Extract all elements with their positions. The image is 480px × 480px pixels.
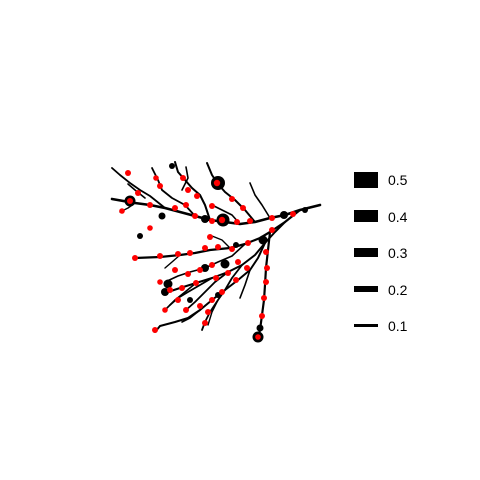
red-node xyxy=(180,175,186,181)
black-node xyxy=(169,163,175,169)
legend-swatch xyxy=(354,172,378,188)
red-node xyxy=(192,213,198,219)
legend-swatch xyxy=(354,286,378,292)
red-node xyxy=(135,190,141,196)
black-node xyxy=(280,211,288,219)
legend-label: 0.5 xyxy=(388,172,408,188)
legend-label: 0.1 xyxy=(388,318,408,334)
red-node xyxy=(197,303,203,309)
red-node xyxy=(205,309,211,315)
red-node xyxy=(209,203,215,209)
branch-upper-2 xyxy=(207,163,255,222)
red-node xyxy=(167,287,173,293)
red-node xyxy=(259,313,265,319)
legend-label: 0.4 xyxy=(388,209,408,225)
legend-label: 0.2 xyxy=(388,282,408,298)
red-node-group xyxy=(119,170,296,340)
black-node xyxy=(137,233,143,239)
red-node xyxy=(157,279,163,285)
legend-swatch xyxy=(354,248,378,257)
red-node xyxy=(197,267,203,273)
red-node xyxy=(213,275,219,281)
black-node xyxy=(187,297,193,303)
red-node xyxy=(157,253,163,259)
red-node xyxy=(183,307,189,313)
red-node xyxy=(147,225,153,231)
legend-swatch xyxy=(354,210,378,222)
red-node xyxy=(127,198,133,204)
legend: 0.5 0.4 0.3 0.2 0.1 xyxy=(354,172,408,334)
red-node xyxy=(125,170,131,176)
red-node xyxy=(255,334,261,340)
red-node xyxy=(162,307,168,313)
red-node xyxy=(247,218,253,224)
branch-lower-12 xyxy=(212,236,230,248)
black-node xyxy=(257,325,264,332)
black-node xyxy=(221,260,230,269)
red-node xyxy=(152,327,158,333)
black-node xyxy=(201,215,209,223)
red-node xyxy=(119,208,125,214)
red-node xyxy=(153,175,159,181)
red-node xyxy=(235,259,241,265)
red-node xyxy=(157,183,163,189)
red-node xyxy=(229,196,235,202)
red-node xyxy=(172,267,178,273)
branch-upper-4 xyxy=(112,168,165,208)
red-node xyxy=(187,250,193,256)
red-node xyxy=(175,251,181,257)
red-node xyxy=(233,277,239,283)
red-node xyxy=(185,187,191,193)
red-node xyxy=(202,320,208,326)
black-node xyxy=(159,213,166,220)
red-node xyxy=(219,217,225,223)
red-node xyxy=(194,193,200,199)
red-node xyxy=(214,180,220,186)
red-node xyxy=(175,297,181,303)
black-node xyxy=(164,280,173,289)
red-node xyxy=(215,244,221,250)
red-node xyxy=(264,265,270,271)
red-node xyxy=(269,215,275,221)
red-node xyxy=(183,202,189,208)
red-node xyxy=(229,246,235,252)
red-node xyxy=(269,227,275,233)
red-node xyxy=(245,240,251,246)
red-node xyxy=(263,279,269,285)
red-node xyxy=(234,219,240,225)
black-node-group xyxy=(125,163,309,343)
red-node xyxy=(219,289,225,295)
red-node xyxy=(185,271,191,277)
red-node xyxy=(244,265,250,271)
red-node xyxy=(209,262,215,268)
red-node xyxy=(179,285,185,291)
red-node xyxy=(132,255,138,261)
red-node xyxy=(193,280,199,286)
red-node xyxy=(202,245,208,251)
red-node xyxy=(263,249,269,255)
red-node xyxy=(240,205,246,211)
black-node xyxy=(302,207,308,213)
red-node xyxy=(207,234,213,240)
red-node xyxy=(209,297,215,303)
red-node xyxy=(261,295,267,301)
legend-swatch xyxy=(354,324,378,327)
red-node xyxy=(172,205,178,211)
red-node xyxy=(225,270,231,276)
legend-label: 0.3 xyxy=(388,245,408,261)
branch-upper-6 xyxy=(250,183,270,218)
black-node xyxy=(259,236,268,245)
red-node xyxy=(209,218,215,224)
red-node xyxy=(290,211,296,217)
red-node xyxy=(147,202,153,208)
